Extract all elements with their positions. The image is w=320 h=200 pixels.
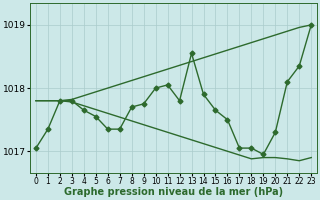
X-axis label: Graphe pression niveau de la mer (hPa): Graphe pression niveau de la mer (hPa): [64, 187, 283, 197]
